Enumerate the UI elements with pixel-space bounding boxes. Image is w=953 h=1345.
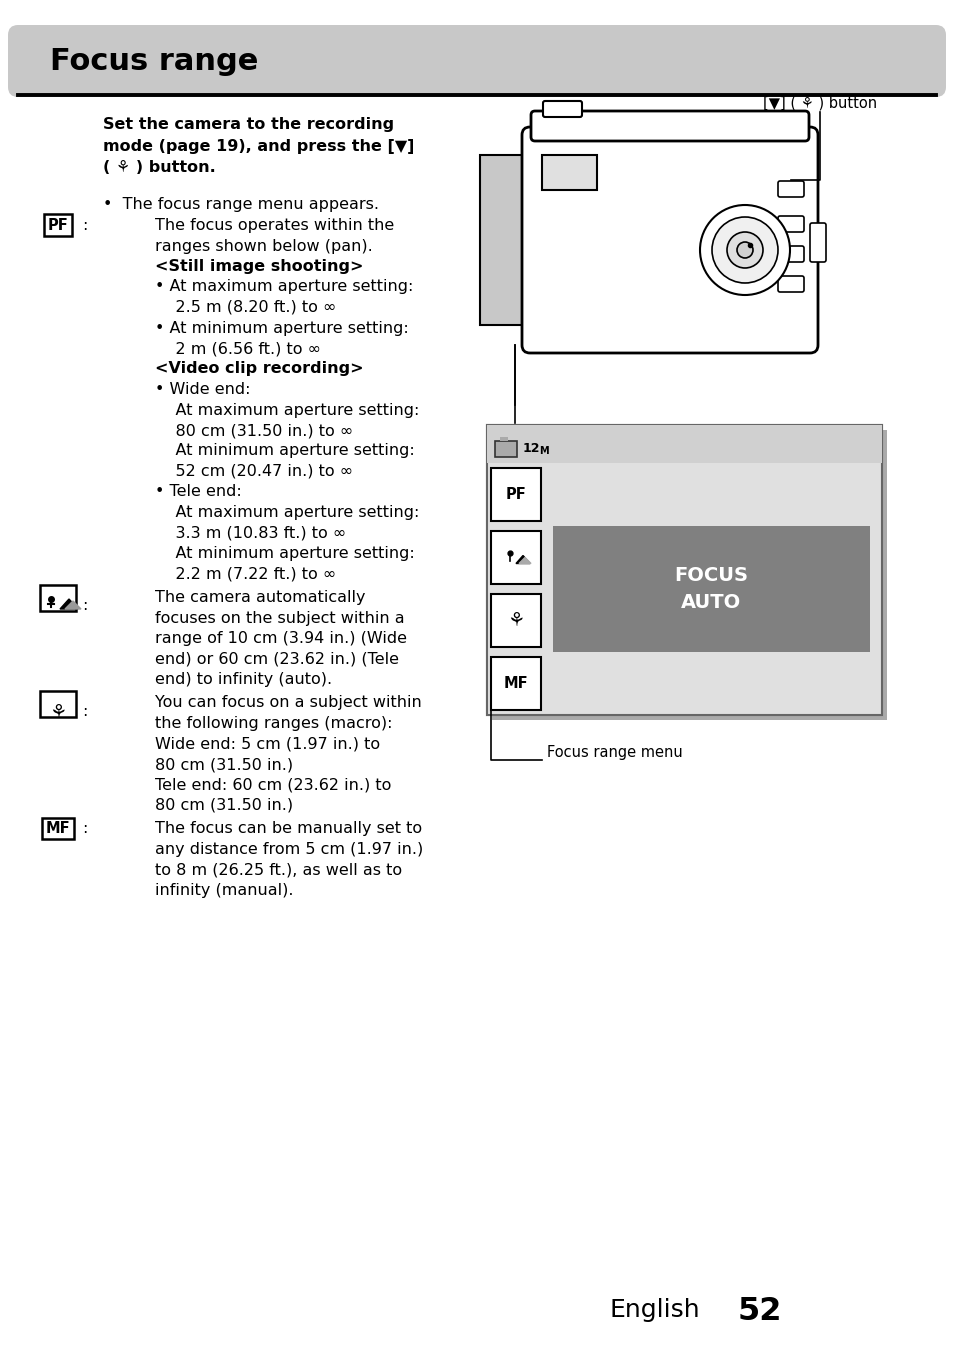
Text: the following ranges (macro):: the following ranges (macro):: [154, 716, 392, 730]
Circle shape: [711, 217, 778, 282]
Text: end) or 60 cm (23.62 in.) (Tele: end) or 60 cm (23.62 in.) (Tele: [154, 651, 398, 667]
Bar: [479, 155, 539, 325]
Text: 52: 52: [737, 1297, 781, 1328]
Text: PF: PF: [505, 487, 526, 502]
FancyBboxPatch shape: [778, 217, 803, 231]
Text: MF: MF: [503, 677, 528, 691]
Polygon shape: [518, 557, 531, 564]
Bar: [486, 425, 882, 463]
Text: Focus range menu: Focus range menu: [546, 745, 682, 760]
FancyBboxPatch shape: [809, 223, 825, 262]
Circle shape: [726, 231, 762, 268]
Text: ⚘: ⚘: [50, 703, 67, 722]
Bar: [40, 585, 76, 611]
Bar: [40, 690, 76, 717]
Text: The focus operates within the: The focus operates within the: [154, 218, 394, 233]
Text: At maximum aperture setting:: At maximum aperture setting:: [154, 402, 419, 417]
Text: :: :: [82, 218, 88, 233]
Bar: [486, 425, 882, 716]
Text: :: :: [82, 599, 88, 613]
Text: The focus can be manually set to: The focus can be manually set to: [154, 822, 421, 837]
Text: 80 cm (31.50 in.): 80 cm (31.50 in.): [154, 798, 293, 812]
Text: ⚘: ⚘: [507, 611, 524, 629]
Text: focuses on the subject within a: focuses on the subject within a: [154, 611, 404, 625]
Polygon shape: [65, 601, 81, 609]
FancyBboxPatch shape: [521, 126, 817, 352]
Text: :: :: [82, 703, 88, 718]
Bar: [491, 531, 540, 584]
Text: Wide end: 5 cm (1.97 in.) to: Wide end: 5 cm (1.97 in.) to: [154, 737, 379, 752]
FancyBboxPatch shape: [542, 101, 581, 117]
Polygon shape: [516, 555, 530, 564]
Text: end) to infinity (auto).: end) to infinity (auto).: [154, 672, 332, 687]
Text: 12: 12: [522, 443, 540, 456]
FancyBboxPatch shape: [778, 182, 803, 196]
Text: 2.5 m (8.20 ft.) to ∞: 2.5 m (8.20 ft.) to ∞: [154, 300, 336, 315]
Text: 3.3 m (10.83 ft.) to ∞: 3.3 m (10.83 ft.) to ∞: [154, 526, 346, 541]
Text: FOCUS
AUTO: FOCUS AUTO: [674, 566, 748, 612]
Circle shape: [737, 242, 752, 258]
Text: 2 m (6.56 ft.) to ∞: 2 m (6.56 ft.) to ∞: [154, 342, 320, 356]
Text: Focus range: Focus range: [50, 47, 258, 75]
Text: Tele end: 60 cm (23.62 in.) to: Tele end: 60 cm (23.62 in.) to: [154, 777, 391, 792]
Circle shape: [700, 204, 789, 295]
Text: 80 cm (31.50 in.): 80 cm (31.50 in.): [154, 757, 293, 772]
Text: The camera automatically: The camera automatically: [154, 590, 365, 605]
Text: • At maximum aperture setting:: • At maximum aperture setting:: [154, 280, 413, 295]
Text: <Video clip recording>: <Video clip recording>: [154, 362, 363, 377]
Bar: [495, 441, 517, 457]
Text: At maximum aperture setting:: At maximum aperture setting:: [154, 504, 419, 521]
Text: At minimum aperture setting:: At minimum aperture setting:: [154, 444, 415, 459]
Bar: [486, 425, 882, 716]
Text: :: :: [82, 820, 88, 837]
FancyBboxPatch shape: [778, 276, 803, 292]
Text: ranges shown below (pan).: ranges shown below (pan).: [154, 238, 373, 253]
Text: • At minimum aperture setting:: • At minimum aperture setting:: [154, 320, 408, 335]
FancyBboxPatch shape: [778, 246, 803, 262]
Text: range of 10 cm (3.94 in.) (Wide: range of 10 cm (3.94 in.) (Wide: [154, 631, 407, 646]
Bar: [541, 155, 597, 190]
Text: infinity (manual).: infinity (manual).: [154, 884, 294, 898]
Bar: [491, 658, 540, 710]
Text: You can focus on a subject within: You can focus on a subject within: [154, 695, 421, 710]
Text: any distance from 5 cm (1.97 in.): any distance from 5 cm (1.97 in.): [154, 842, 423, 857]
Bar: [553, 526, 869, 652]
Text: 80 cm (31.50 in.) to ∞: 80 cm (31.50 in.) to ∞: [154, 422, 353, 438]
Text: • Tele end:: • Tele end:: [154, 484, 241, 499]
Text: •  The focus range menu appears.: • The focus range menu appears.: [103, 196, 378, 213]
Text: English: English: [609, 1298, 700, 1322]
Text: to 8 m (26.25 ft.), as well as to: to 8 m (26.25 ft.), as well as to: [154, 862, 402, 877]
Text: MF: MF: [46, 820, 71, 837]
Text: PF: PF: [48, 218, 69, 233]
Text: M: M: [538, 447, 548, 456]
Bar: [491, 594, 540, 647]
Text: 2.2 m (7.22 ft.) to ∞: 2.2 m (7.22 ft.) to ∞: [154, 566, 335, 581]
Bar: [492, 430, 886, 720]
Text: 52 cm (20.47 in.) to ∞: 52 cm (20.47 in.) to ∞: [154, 464, 353, 479]
Polygon shape: [60, 599, 78, 609]
Text: Set the camera to the recording
mode (page 19), and press the [▼]
( ⚘ ) button.: Set the camera to the recording mode (pa…: [103, 117, 414, 175]
Text: • Wide end:: • Wide end:: [154, 382, 251, 397]
Text: <Still image shooting>: <Still image shooting>: [154, 260, 363, 274]
Text: At minimum aperture setting:: At minimum aperture setting:: [154, 546, 415, 561]
Text: [▼] ( ⚘ ) button: [▼] ( ⚘ ) button: [762, 95, 876, 110]
Bar: [499, 437, 507, 441]
Bar: [491, 468, 540, 521]
FancyBboxPatch shape: [531, 112, 808, 141]
FancyBboxPatch shape: [8, 26, 945, 97]
